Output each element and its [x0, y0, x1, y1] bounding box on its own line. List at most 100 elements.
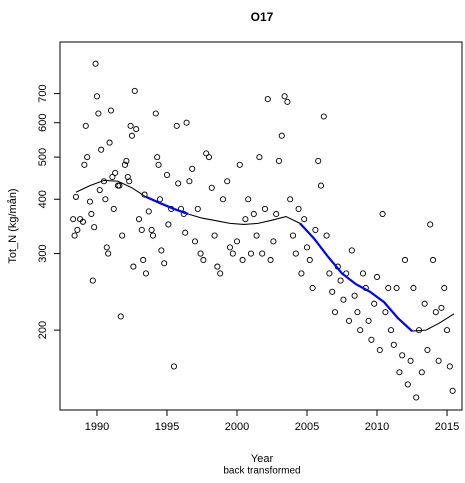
point: [359, 270, 367, 277]
point: [135, 216, 143, 223]
point: [323, 232, 330, 239]
point: [92, 60, 99, 67]
point: [124, 173, 131, 181]
point: [121, 161, 129, 168]
point: [446, 363, 453, 370]
point: [275, 157, 283, 164]
y-tick-label: 300: [37, 244, 49, 262]
point: [340, 296, 347, 303]
point: [84, 154, 91, 161]
point: [96, 186, 103, 194]
y-axis-label: Tot_N (kg/mån): [7, 188, 19, 263]
point: [390, 341, 397, 348]
point: [421, 300, 428, 307]
point: [429, 256, 437, 264]
point: [317, 182, 325, 189]
point: [158, 247, 165, 254]
point: [298, 270, 305, 277]
point: [109, 173, 116, 181]
point: [70, 216, 77, 223]
point: [295, 205, 302, 212]
point: [175, 180, 182, 187]
point: [236, 161, 243, 168]
point: [102, 196, 109, 203]
point: [407, 357, 414, 364]
point: [142, 270, 150, 277]
point: [106, 139, 113, 146]
point: [312, 226, 319, 233]
point: [98, 146, 105, 153]
point: [74, 226, 81, 233]
point: [245, 196, 252, 203]
y-tick-label: 200: [37, 321, 49, 339]
point: [214, 263, 221, 270]
point: [107, 107, 115, 114]
point: [130, 263, 137, 270]
point: [140, 256, 147, 264]
point: [72, 193, 80, 200]
point: [449, 387, 456, 394]
point: [194, 205, 201, 212]
point: [253, 232, 260, 239]
point: [229, 250, 236, 257]
point: [404, 381, 411, 388]
point: [186, 178, 193, 185]
point: [250, 210, 257, 218]
point: [410, 284, 417, 292]
point: [376, 346, 383, 354]
point: [278, 132, 285, 139]
point: [86, 198, 94, 205]
y-tick-label: 400: [37, 190, 49, 208]
point: [261, 205, 269, 212]
point: [273, 210, 280, 218]
point: [208, 184, 215, 191]
point: [264, 96, 271, 103]
point: [131, 87, 138, 94]
point: [441, 284, 448, 292]
point: [127, 122, 134, 129]
point: [116, 182, 123, 189]
point: [443, 327, 451, 334]
point: [82, 122, 89, 129]
point: [197, 250, 204, 257]
point: [348, 247, 355, 254]
point: [315, 157, 322, 164]
point: [89, 277, 96, 284]
point: [292, 250, 299, 257]
point: [379, 210, 386, 218]
point: [239, 256, 246, 264]
point: [154, 154, 161, 161]
x-axis-sublabel: back transformed: [223, 466, 300, 477]
point: [435, 357, 442, 364]
trend-line: [145, 195, 413, 332]
point: [303, 244, 311, 251]
point: [289, 232, 297, 239]
point: [226, 244, 234, 251]
point: [105, 250, 112, 257]
point: [93, 93, 101, 100]
point: [133, 126, 140, 133]
point: [138, 226, 145, 233]
point: [385, 284, 392, 292]
point: [79, 218, 87, 225]
point: [418, 369, 425, 376]
x-tick-label: 2005: [295, 421, 319, 433]
x-tick-label: 1990: [85, 421, 109, 433]
y-tick-label: 500: [37, 148, 49, 166]
point: [91, 224, 98, 231]
point: [329, 288, 336, 295]
y-tick-label: 600: [37, 114, 49, 132]
trend-line: [75, 179, 455, 332]
point: [152, 110, 159, 117]
point: [284, 98, 291, 105]
point: [170, 363, 178, 370]
plot-frame: [59, 41, 463, 411]
point: [427, 221, 434, 228]
point: [233, 238, 241, 245]
point: [259, 250, 266, 257]
point: [145, 208, 152, 215]
point: [149, 232, 157, 239]
point: [217, 270, 224, 277]
point: [88, 210, 95, 218]
point: [165, 221, 172, 228]
